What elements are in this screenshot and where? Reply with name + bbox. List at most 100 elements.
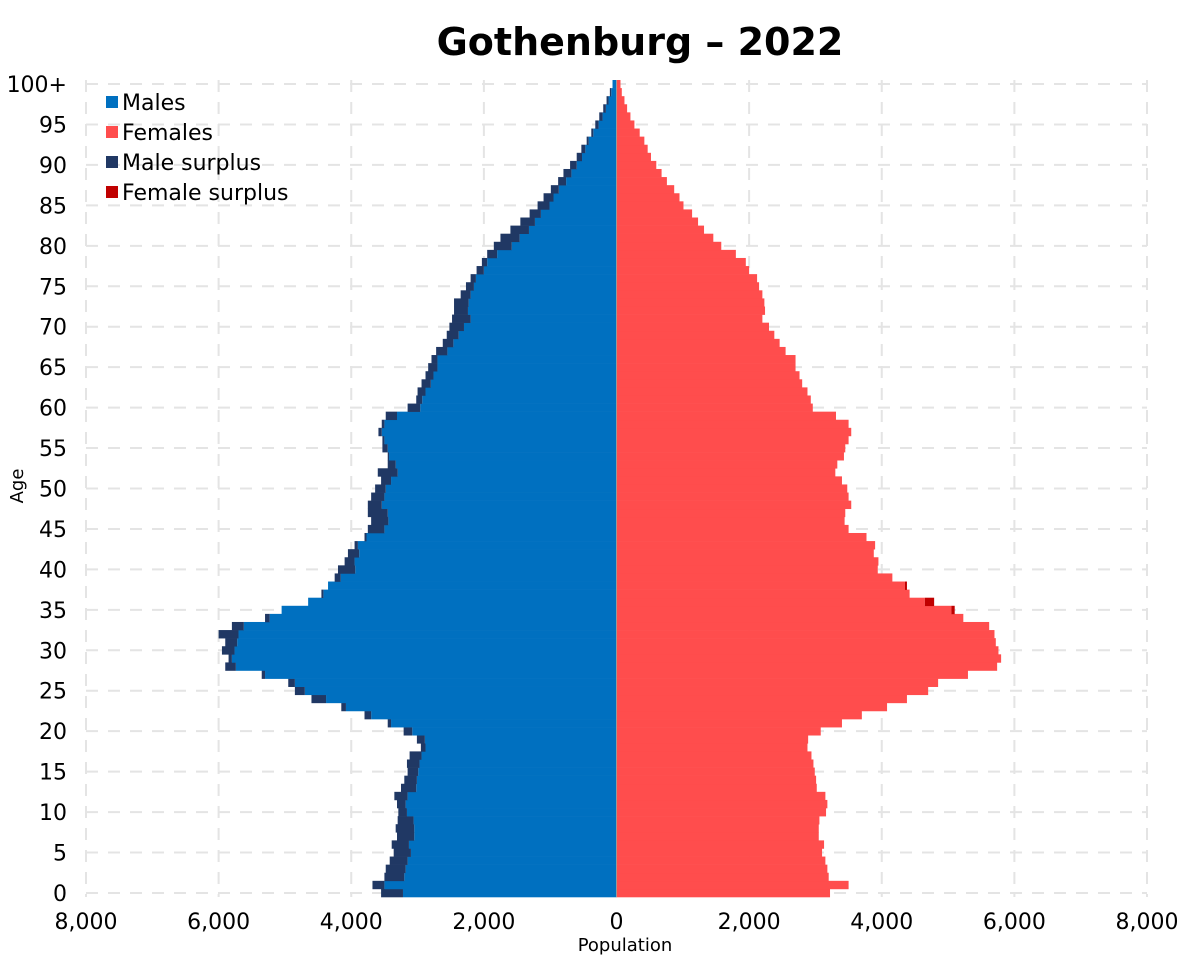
male-surplus-bar [382, 444, 388, 453]
female-bar [616, 112, 631, 121]
male-bar [384, 492, 617, 501]
y-tick-label: 30 [39, 639, 67, 664]
male-surplus-bar [341, 702, 346, 712]
male-bar [231, 654, 617, 663]
male-surplus-bar [558, 177, 567, 186]
female-bar [616, 395, 811, 404]
male-surplus-bar [476, 266, 484, 275]
male-bar [410, 848, 617, 857]
male-surplus-bar [436, 346, 448, 356]
female-bar [616, 832, 819, 841]
female-bar [616, 266, 750, 275]
x-tick-label: 2,000 [718, 910, 781, 935]
male-surplus-bar [393, 848, 411, 857]
y-axis-title: Age [7, 469, 28, 504]
male-surplus-bar [389, 856, 408, 865]
female-bar [616, 322, 770, 332]
male-surplus-bar [581, 144, 586, 154]
male-surplus-bar [231, 621, 244, 631]
male-surplus-bar [311, 694, 327, 704]
female-bar [616, 355, 796, 364]
female-bar [616, 856, 826, 865]
male-surplus-bar [543, 193, 554, 202]
male-surplus-bar [500, 233, 520, 243]
y-tick-label: 85 [39, 194, 67, 219]
female-bar [616, 201, 684, 210]
male-bar [549, 201, 617, 210]
male-bar [588, 136, 617, 146]
male-bar [384, 435, 617, 445]
female-bar [616, 816, 820, 825]
male-surplus-bar [265, 613, 270, 623]
male-surplus-bar [599, 112, 603, 121]
male-surplus-bar [606, 96, 609, 105]
male-bar [463, 322, 617, 332]
male-bar [323, 589, 617, 599]
male-bar [608, 96, 617, 105]
female-bar [616, 662, 998, 671]
male-bar [468, 298, 617, 307]
male-surplus-bar [347, 549, 360, 558]
male-surplus-bar [570, 160, 577, 170]
female-bar [616, 727, 821, 736]
male-bar [265, 670, 617, 679]
male-surplus-bar [372, 880, 385, 890]
x-tick-label: 6,000 [983, 910, 1046, 935]
male-surplus-bar [465, 282, 474, 291]
y-tick-label: 60 [39, 397, 67, 422]
female-bar [616, 484, 848, 493]
y-tick-label: 90 [39, 154, 67, 179]
x-axis-title: Population [578, 935, 673, 956]
y-tick-label: 25 [39, 680, 67, 705]
male-bar [430, 379, 617, 388]
male-surplus-bar [481, 257, 488, 267]
bars [218, 80, 1002, 898]
male-surplus-bar [387, 460, 396, 469]
male-bar [419, 759, 617, 768]
x-tick-label: 0 [610, 910, 624, 935]
male-bar [473, 282, 617, 291]
male-surplus-bar [378, 427, 382, 437]
y-tick-label: 70 [39, 316, 67, 341]
female-bar [616, 363, 796, 372]
female-bar [616, 435, 849, 445]
female-bar [616, 233, 714, 243]
male-surplus-bar [609, 88, 612, 97]
male-surplus-bar [367, 524, 385, 534]
male-surplus-bar [344, 557, 355, 566]
y-tick-label: 100+ [7, 73, 67, 98]
male-surplus-bar [510, 225, 529, 234]
female-bar [616, 799, 828, 809]
legend-swatch [106, 156, 118, 168]
female-bar [616, 670, 968, 679]
male-bar [540, 209, 617, 218]
female-bar [616, 371, 800, 380]
male-bar [405, 799, 617, 809]
male-bar [414, 832, 617, 841]
male-surplus-bar [394, 791, 408, 801]
female-bar [616, 532, 867, 542]
male-surplus-bar [321, 589, 324, 599]
male-bar [234, 646, 617, 655]
female-bar [616, 686, 929, 696]
x-tick-label: 4,000 [850, 910, 913, 935]
male-bar [418, 767, 617, 776]
female-bar [616, 306, 766, 315]
female-bar [616, 80, 621, 89]
female-bar [616, 225, 705, 234]
female-bar [616, 411, 836, 421]
male-bar [395, 460, 617, 469]
female-bar [616, 452, 844, 461]
male-surplus-bar [391, 840, 409, 849]
female-bar [616, 888, 831, 898]
male-surplus-bar [288, 678, 295, 687]
y-tick-label: 5 [53, 842, 67, 867]
male-bar [598, 120, 617, 129]
male-surplus-bar [261, 670, 266, 679]
male-surplus-bar [225, 638, 238, 647]
y-tick-label: 40 [39, 558, 67, 583]
y-tick-label: 45 [39, 518, 67, 543]
y-tick-label: 75 [39, 275, 67, 300]
male-bar [593, 128, 617, 137]
male-bar [384, 419, 617, 429]
